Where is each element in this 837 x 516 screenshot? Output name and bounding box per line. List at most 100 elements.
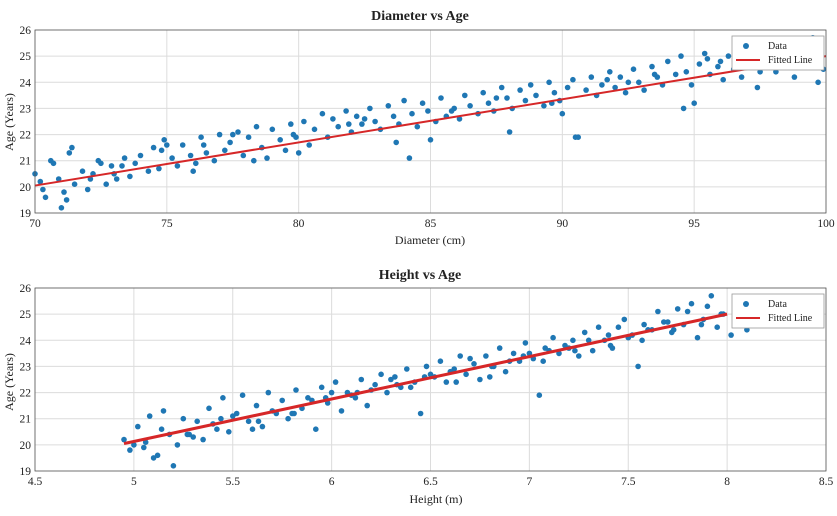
data-point [635,363,641,370]
data-point [641,321,647,328]
axes-frame [34,287,827,472]
data-point [665,319,671,325]
data-point [245,418,252,425]
data-point [546,79,552,86]
data-point [132,160,138,167]
y-tick-label: 23 [20,103,32,115]
data-point [346,121,352,127]
data-point [150,455,157,461]
data-point [477,376,483,383]
data-point [206,405,212,412]
data-point [599,82,605,88]
data-point [791,74,798,80]
axes-frame [34,29,827,214]
x-tick-label: 5.5 [226,476,241,488]
data-point [612,84,618,91]
legend: Data Fitted Line [731,35,825,71]
data-point [187,152,194,159]
data-point [483,353,489,359]
data-point [161,137,167,143]
data-point [216,131,223,138]
data-point [517,87,523,93]
data-point [214,426,220,433]
data-point [127,447,133,453]
data-point [63,197,70,203]
data-point [71,181,78,187]
data-point [401,97,407,104]
data-point [190,434,196,440]
chart-height-vs-age: Height vs Age Height (m) Age (Years) 4.5… [2,268,833,506]
data-point [282,147,289,154]
data-point [691,100,697,106]
data-point [305,395,311,401]
legend-box [731,293,825,329]
data-point [150,144,157,151]
x-tick-label: 6.5 [423,476,438,488]
data-point [37,178,44,185]
data-point [200,436,206,443]
data-point [589,347,596,354]
data-point [211,157,218,164]
data-point [319,110,326,117]
data-point [493,95,500,101]
data-point [419,100,426,106]
data-point [773,69,779,75]
data-point [661,319,667,325]
data-point [698,321,705,328]
data-point [218,415,224,422]
data-point [259,423,266,430]
data-point [701,50,708,57]
data-point [621,316,628,323]
data-point [684,308,691,315]
data-point [688,82,695,88]
data-point [194,418,200,425]
data-point [636,79,642,86]
data-point [423,363,430,370]
y-tick-label: 24 [20,335,32,347]
data-point [227,139,233,146]
data-point [390,113,397,120]
data-point [585,337,592,344]
data-point [625,79,632,86]
data-point [269,126,276,133]
y-tick-label: 24 [20,77,32,89]
data-point [393,139,400,146]
data-point [639,337,645,344]
data-point [131,442,137,448]
data-point [293,387,299,393]
data-point [427,137,434,143]
data-point [190,168,196,174]
data-point [443,379,450,385]
data-point [456,116,463,122]
legend-label-data: Data [768,41,787,52]
data-point [622,89,629,96]
data-point [42,194,49,201]
data-point [222,147,228,154]
data-point [665,58,671,65]
data-point [240,152,247,159]
data-point [265,389,272,396]
data-point [738,74,745,80]
data-point [425,108,431,114]
data-point [55,176,62,182]
data-point [253,123,260,130]
data-point [754,84,761,91]
data-point [230,131,236,138]
fitted-line [123,312,728,446]
data-point [121,436,127,443]
data-point [385,103,392,109]
data-point [678,53,684,59]
data-point [607,342,614,349]
data-point [510,350,517,357]
data-point [361,116,368,122]
x-tick-label: 95 [688,218,700,230]
legend: Data Fitted Line [731,293,825,329]
y-tick-label: 26 [20,283,32,295]
data-point [301,118,307,125]
data-point [708,293,715,299]
data-point [135,423,141,430]
data-point [84,186,91,193]
data-point [158,426,165,433]
